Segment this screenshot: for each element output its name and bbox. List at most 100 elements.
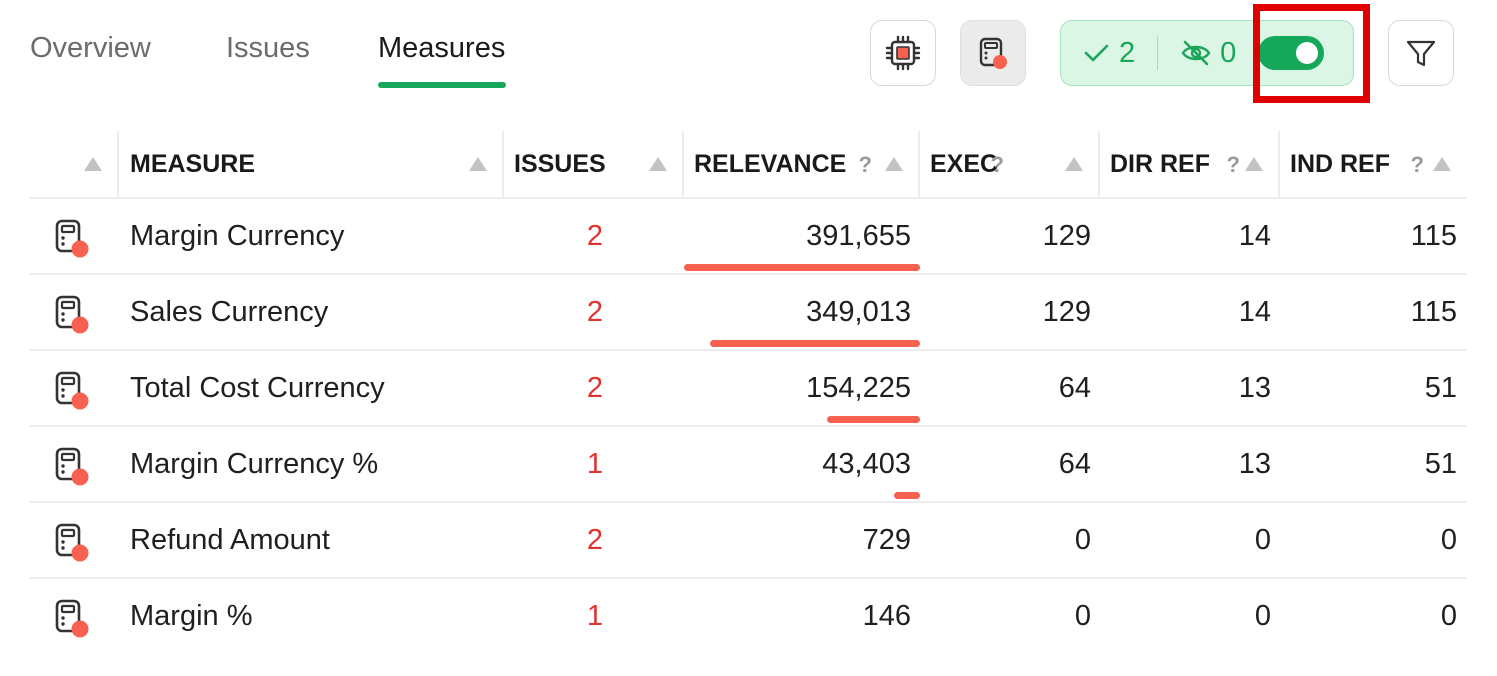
relevance-number: 43,403	[822, 447, 911, 480]
exec-value: 0	[1074, 523, 1091, 556]
hidden-count-value: 0	[1220, 36, 1237, 69]
measures-table: MEASURE ISSUES RELEVANCE ? EXEC ? DIR RE…	[30, 131, 1466, 655]
calculator-icon	[979, 37, 1007, 69]
header-relevance[interactable]: RELEVANCE ?	[684, 131, 920, 197]
issues-count[interactable]: 1	[586, 599, 603, 632]
chip-icon	[885, 35, 921, 71]
header-dir-ref-label: DIR REF	[1110, 149, 1210, 178]
ind-ref-value: 51	[1424, 371, 1457, 404]
relevance-value: 146	[684, 579, 920, 653]
header-exec-label: EXEC	[930, 149, 999, 178]
tab-measures[interactable]: Measures	[378, 26, 507, 88]
dir-ref-value: 13	[1238, 371, 1271, 404]
relevance-number: 729	[862, 523, 911, 556]
header-relevance-label: RELEVANCE	[694, 149, 847, 178]
relevance-bar	[827, 416, 920, 423]
relevance-bar	[894, 492, 920, 499]
filter-button[interactable]	[1388, 20, 1454, 86]
header-issues[interactable]: ISSUES	[504, 131, 684, 197]
relevance-value: 729	[684, 503, 920, 577]
table-body: Margin Currency 2 391,655 129 14 115 Sal…	[30, 199, 1466, 655]
calculator-icon	[55, 523, 89, 562]
dir-ref-value: 0	[1254, 599, 1271, 632]
header-ind-ref[interactable]: IND REF ?	[1280, 131, 1466, 197]
exec-value: 64	[1058, 371, 1091, 404]
pill-divider	[1157, 36, 1159, 70]
calculator-icon	[55, 447, 89, 486]
issues-count[interactable]: 2	[586, 295, 603, 328]
table-row[interactable]: Margin Currency 2 391,655 129 14 115	[30, 199, 1466, 275]
measure-name[interactable]: Margin Currency %	[130, 447, 379, 480]
help-icon[interactable]: ?	[1226, 152, 1240, 177]
header-icon[interactable]	[30, 131, 119, 197]
measure-name[interactable]: Margin %	[130, 599, 253, 632]
sort-icon[interactable]	[1433, 157, 1451, 171]
issues-count[interactable]: 1	[586, 447, 603, 480]
ind-ref-value: 115	[1410, 219, 1457, 252]
filter-icon	[1406, 40, 1436, 67]
exec-value: 0	[1074, 599, 1091, 632]
relevance-number: 146	[862, 599, 911, 632]
issues-count[interactable]: 2	[586, 219, 603, 252]
sort-icon[interactable]	[469, 157, 487, 171]
measure-name[interactable]: Refund Amount	[130, 523, 330, 556]
relevance-bar	[710, 340, 920, 347]
relevance-number: 154,225	[806, 371, 911, 404]
sort-icon[interactable]	[1245, 157, 1263, 171]
header-ind-ref-label: IND REF	[1290, 149, 1390, 178]
table-row[interactable]: Total Cost Currency 2 154,225 64 13 51	[30, 351, 1466, 427]
measure-name[interactable]: Margin Currency	[130, 219, 345, 252]
sort-icon[interactable]	[885, 157, 903, 171]
tab-overview[interactable]: Overview	[30, 32, 151, 64]
relevance-value: 154,225	[684, 351, 920, 425]
exec-value: 129	[1042, 295, 1091, 328]
dir-ref-value: 13	[1238, 447, 1271, 480]
header-dir-ref[interactable]: DIR REF ?	[1100, 131, 1280, 197]
tab-issues[interactable]: Issues	[226, 32, 310, 64]
passed-count[interactable]: 2	[1081, 37, 1135, 70]
table-header: MEASURE ISSUES RELEVANCE ? EXEC ? DIR RE…	[30, 131, 1466, 199]
help-icon[interactable]: ?	[990, 152, 1004, 177]
view-tabs: Overview Issues Measures	[30, 26, 507, 88]
ind-ref-value: 0	[1440, 523, 1457, 556]
relevance-bar	[684, 264, 920, 271]
issues-count[interactable]: 2	[586, 523, 603, 556]
sort-icon[interactable]	[84, 157, 102, 171]
ind-ref-value: 51	[1424, 447, 1457, 480]
show-hidden-toggle[interactable]	[1258, 36, 1325, 70]
measure-name[interactable]: Sales Currency	[130, 295, 329, 328]
exec-value: 129	[1042, 219, 1091, 252]
dir-ref-value: 0	[1254, 523, 1271, 556]
table-row[interactable]: Margin % 1 146 0 0 0	[30, 579, 1466, 655]
help-icon[interactable]: ?	[1410, 152, 1424, 177]
relevance-value: 43,403	[684, 427, 920, 501]
dir-ref-value: 14	[1238, 295, 1271, 328]
sort-icon[interactable]	[649, 157, 667, 171]
table-row[interactable]: Sales Currency 2 349,013 129 14 115	[30, 275, 1466, 351]
header-exec[interactable]: EXEC ?	[920, 131, 1100, 197]
toggle-knob	[1296, 42, 1319, 64]
issues-count[interactable]: 2	[586, 371, 603, 404]
calculator-icon	[55, 219, 89, 258]
ind-ref-value: 0	[1440, 599, 1457, 632]
sort-icon[interactable]	[1065, 157, 1083, 171]
hidden-count[interactable]: 0	[1180, 37, 1236, 70]
status-summary: 2 0	[1060, 20, 1354, 86]
relevance-number: 349,013	[806, 295, 911, 328]
header-measure-label: MEASURE	[130, 149, 256, 178]
measure-view-button[interactable]	[960, 20, 1026, 86]
exec-value: 64	[1058, 447, 1091, 480]
help-icon[interactable]: ?	[858, 152, 872, 177]
dir-ref-value: 14	[1238, 219, 1271, 252]
model-view-button[interactable]	[870, 20, 936, 86]
header-issues-label: ISSUES	[514, 149, 606, 178]
calculator-icon	[55, 599, 89, 638]
passed-count-value: 2	[1119, 36, 1136, 69]
header-measure[interactable]: MEASURE	[119, 131, 504, 197]
calculator-icon	[55, 371, 89, 410]
table-row[interactable]: Refund Amount 2 729 0 0 0	[30, 503, 1466, 579]
table-row[interactable]: Margin Currency % 1 43,403 64 13 51	[30, 427, 1466, 503]
relevance-value: 349,013	[684, 275, 920, 349]
relevance-number: 391,655	[806, 219, 911, 252]
measure-name[interactable]: Total Cost Currency	[130, 371, 385, 404]
